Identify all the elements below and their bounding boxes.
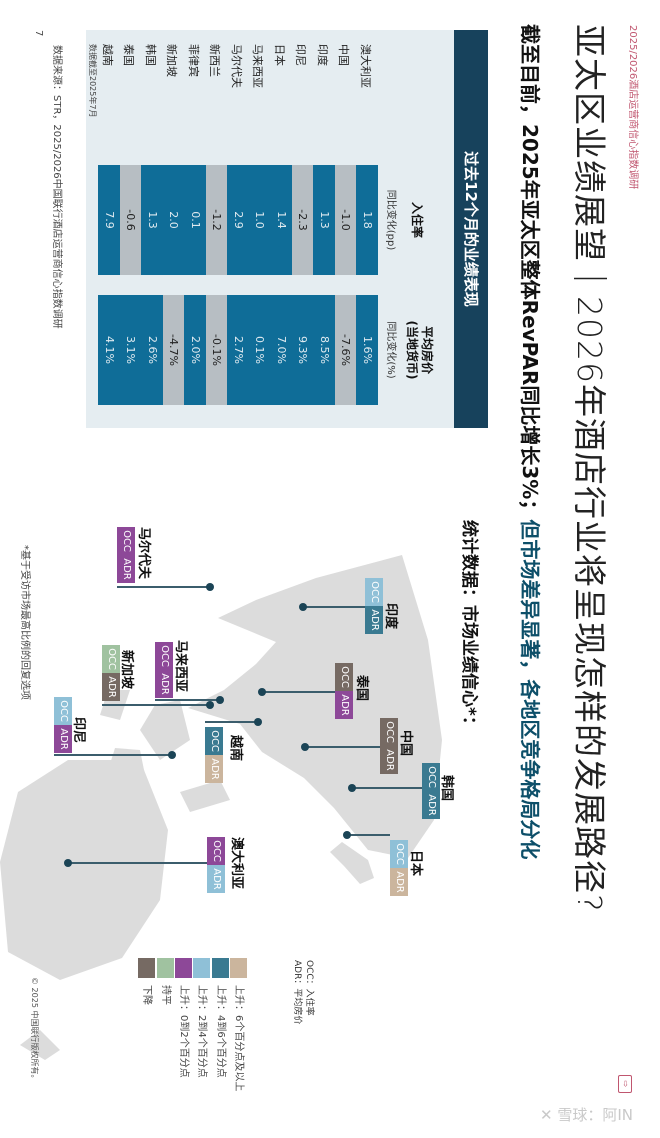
marker-line	[303, 606, 365, 608]
adr-rating: ADR	[335, 691, 353, 719]
location-dot-icon	[206, 583, 214, 591]
marker-line	[305, 746, 380, 748]
map-australia	[0, 760, 168, 980]
occ-rating: OCC	[117, 527, 135, 555]
marker-line	[68, 862, 207, 864]
adr-rating: ADR	[380, 746, 398, 774]
location-dot-icon	[258, 688, 266, 696]
marker-country-name: 印尼	[71, 717, 86, 744]
marker-line	[54, 754, 172, 756]
legend-swatch	[193, 958, 211, 978]
marker-rating-box: OCC ADR	[335, 663, 353, 719]
marker-line	[102, 704, 210, 706]
legend-swatch	[156, 958, 174, 978]
legend-adr-def: ADR：平均房价	[292, 960, 302, 1025]
location-dot-icon	[301, 743, 309, 751]
occ-rating: OCC	[155, 642, 173, 670]
marker-line	[262, 691, 335, 693]
occ-rating: OCC	[422, 763, 440, 791]
location-dot-icon	[343, 831, 351, 839]
snowball-logo-icon: ✕	[540, 1106, 558, 1124]
location-dot-icon	[206, 701, 214, 709]
marker-line	[347, 834, 390, 836]
legend-swatch	[211, 958, 229, 978]
marker-country-name: 印度	[383, 603, 398, 630]
marker-rating-box: OCC ADR	[207, 837, 225, 893]
legend-swatch	[138, 958, 156, 978]
location-dot-icon	[168, 751, 176, 759]
marker-rating-box: OCC ADR	[155, 642, 173, 698]
occ-rating: OCC	[102, 645, 120, 673]
copyright: © 2025 中国联行版权所有。	[30, 977, 39, 1083]
legend-occ-def: OCC：入住率	[304, 960, 314, 1016]
legend-label: 持平	[159, 985, 171, 1005]
marker-country-name: 马来西亚	[173, 640, 188, 693]
adr-rating: ADR	[207, 865, 225, 893]
occ-rating: OCC	[390, 840, 408, 868]
occ-rating: OCC	[207, 837, 225, 865]
marker-line	[205, 721, 258, 723]
map-new-zealand	[20, 1030, 60, 1060]
occ-rating: OCC	[365, 578, 383, 606]
adr-rating: ADR	[54, 725, 72, 753]
marker-rating-box: OCC ADR	[380, 718, 398, 774]
map-japan	[330, 842, 374, 884]
adr-rating: ADR	[155, 670, 173, 698]
marker-rating-box: OCC ADR	[102, 645, 120, 701]
marker-country-name: 日本	[408, 850, 423, 877]
legend-swatch	[175, 958, 193, 978]
marker-line	[352, 787, 422, 789]
map-title: 统计数据：市场业绩信心*：	[459, 520, 479, 733]
adr-rating: ADR	[365, 606, 383, 634]
map-mainland-asia	[188, 555, 442, 858]
adr-rating: ADR	[422, 791, 440, 819]
occ-rating: OCC	[335, 663, 353, 691]
marker-line	[117, 586, 210, 588]
location-dot-icon	[254, 718, 262, 726]
marker-country-name: 马尔代夫	[136, 527, 151, 580]
map-footnote: *基于受访市场最高比例的回复选项	[19, 545, 30, 700]
marker-rating-box: OCC ADR	[365, 578, 383, 634]
location-dot-icon	[299, 603, 307, 611]
marker-country-name: 越南	[228, 735, 243, 762]
marker-rating-box: OCC ADR	[422, 763, 440, 819]
marker-rating-box: OCC ADR	[205, 727, 223, 783]
adr-rating: ADR	[117, 555, 135, 583]
watermark: ✕ 雪球：阿IN	[540, 1104, 633, 1125]
legend-label: 上升：6个百分点及以上	[233, 985, 244, 1092]
location-dot-icon	[348, 784, 356, 792]
marker-rating-box: OCC ADR	[390, 840, 408, 896]
marker-country-name: 澳大利亚	[229, 837, 244, 890]
legend-label: 下降	[141, 985, 153, 1005]
occ-rating: OCC	[54, 697, 72, 725]
location-dot-icon	[216, 696, 224, 704]
marker-country-name: 中国	[398, 730, 413, 757]
marker-rating-box: OCC ADR	[117, 527, 135, 583]
marker-country-name: 新加坡	[119, 650, 134, 690]
adr-rating: ADR	[102, 673, 120, 701]
watermark-text: 雪球：阿IN	[557, 1106, 633, 1124]
occ-rating: OCC	[380, 718, 398, 746]
marker-country-name: 泰国	[354, 675, 369, 702]
legend-label: 上升：0到2个百分点	[178, 985, 190, 1078]
legend-label: 上升：2到4个百分点	[196, 985, 208, 1078]
legend-swatch	[230, 958, 247, 978]
marker-country-name: 韩国	[439, 775, 454, 802]
occ-rating: OCC	[205, 727, 223, 755]
adr-rating: ADR	[390, 868, 408, 896]
marker-rating-box: OCC ADR	[54, 697, 72, 753]
adr-rating: ADR	[205, 755, 223, 783]
location-dot-icon	[64, 859, 72, 867]
legend-label: 上升：4到6个百分点	[214, 985, 226, 1078]
